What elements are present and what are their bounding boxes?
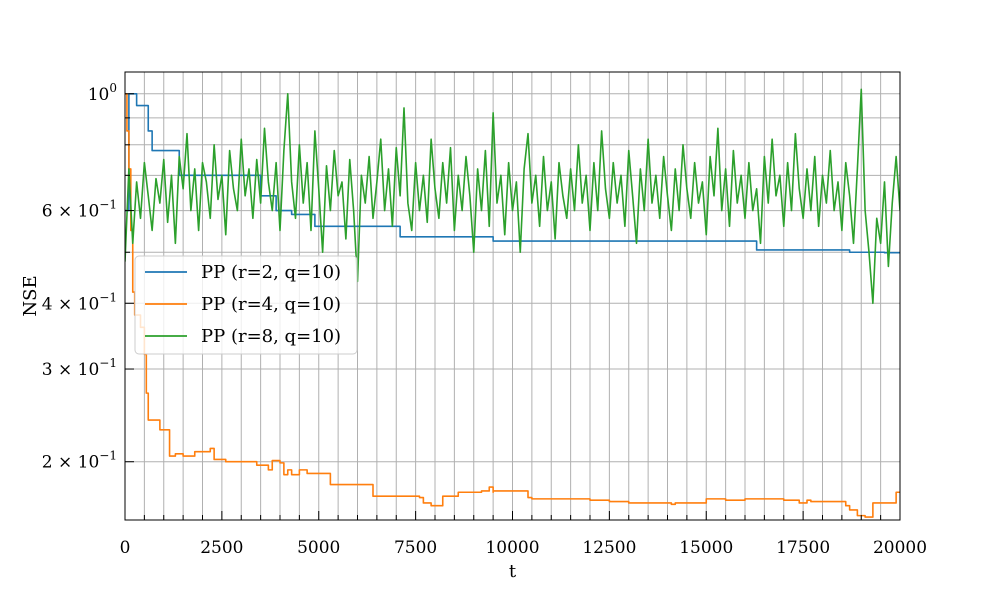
y-tick-label: 3 × 10−1 <box>42 356 117 380</box>
y-tick-label: 4 × 10−1 <box>42 290 117 314</box>
legend-label: PP (r=2, q=10) <box>201 262 341 283</box>
x-tick-label: 5000 <box>297 538 340 558</box>
series-line-pp-r-2-q-10 <box>125 92 900 254</box>
x-tick-label: 0 <box>120 538 131 558</box>
x-tick-label: 17500 <box>776 538 830 558</box>
y-tick-label: 6 × 10−1 <box>42 198 117 222</box>
x-tick-label: 2500 <box>200 538 243 558</box>
series-line-pp-r-8-q-10 <box>125 88 900 305</box>
legend-box <box>134 255 358 355</box>
x-tick-label: 12500 <box>582 538 636 558</box>
x-axis-label: t <box>509 561 517 582</box>
legend: PP (r=2, q=10) PP (r=4, q=10) PP (r=8, q=1… <box>134 255 358 355</box>
tick-layer: 0 2500 5000 7500 10000 12500 15000 17500 20000 10… <box>42 81 927 558</box>
x-tick-label: 15000 <box>679 538 733 558</box>
x-tick-label: 7500 <box>394 538 437 558</box>
x-tick-label: 10000 <box>485 538 539 558</box>
legend-label: PP (r=4, q=10) <box>201 294 341 315</box>
y-tick-label: 2 × 10−1 <box>42 449 117 473</box>
series-line-pp-r-4-q-10 <box>125 92 900 518</box>
y-tick-label: 100 <box>88 81 117 105</box>
legend-label: PP (r=8, q=10) <box>201 326 341 347</box>
series-layer <box>125 88 900 518</box>
x-tick-label: 20000 <box>873 538 927 558</box>
y-axis-label: NSE <box>20 275 41 316</box>
